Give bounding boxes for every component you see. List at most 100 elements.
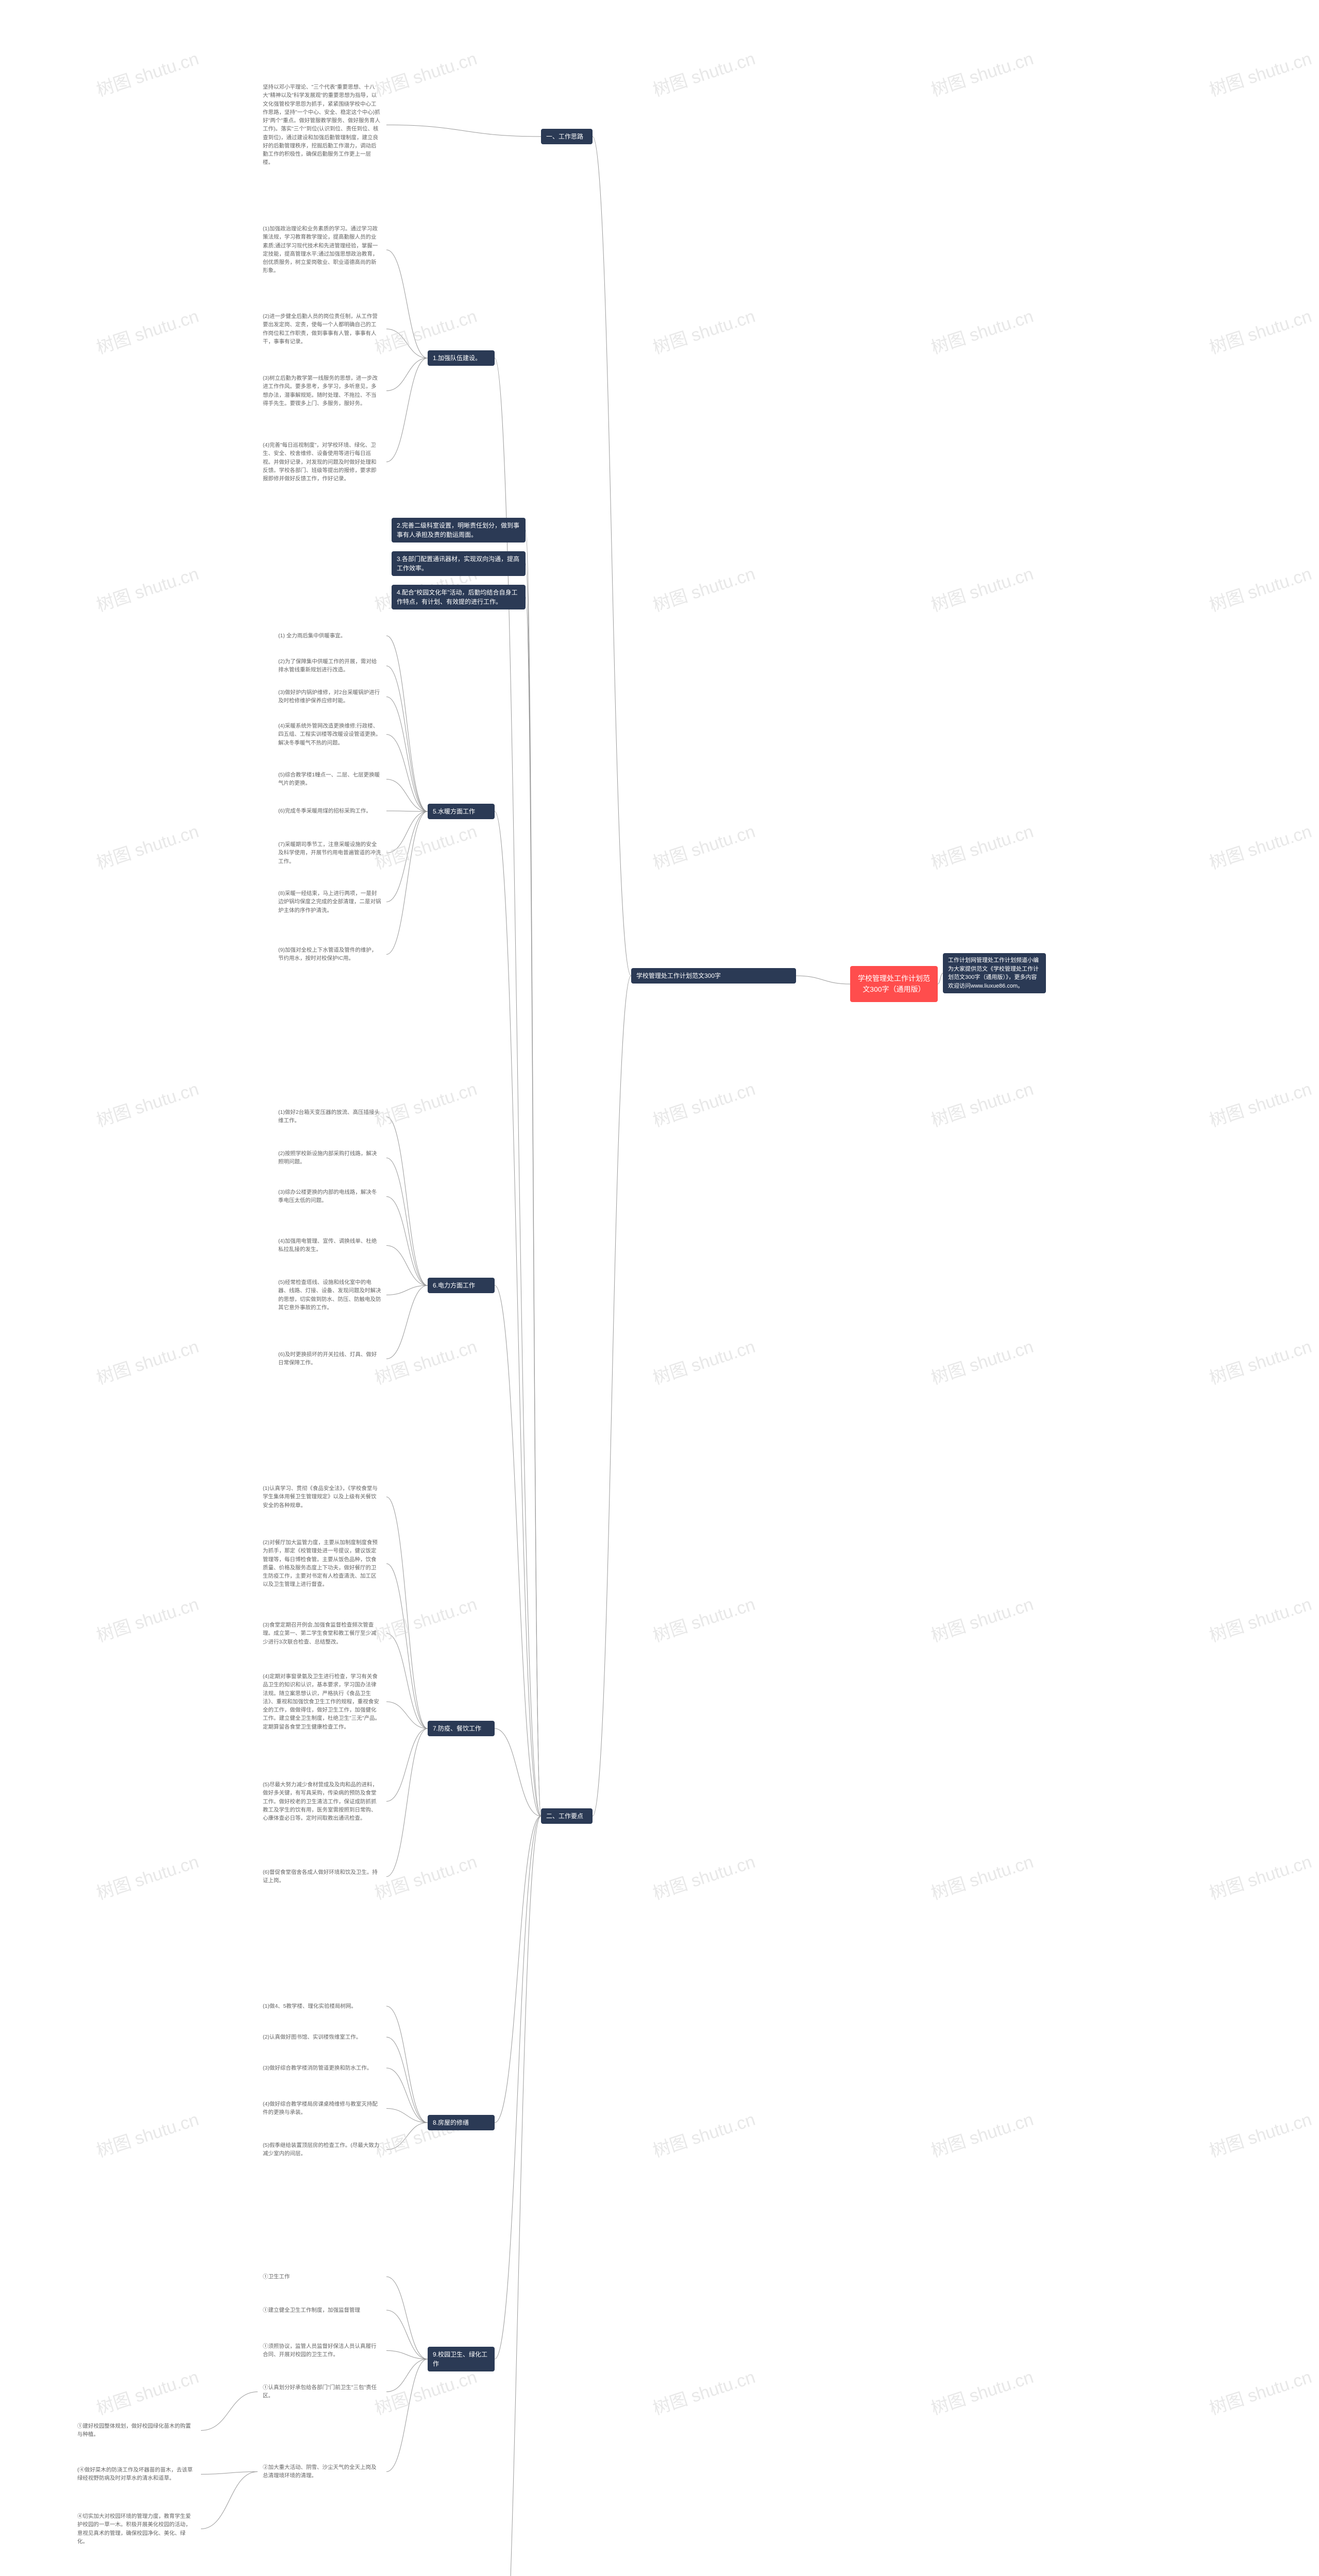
- watermark: 树图 shutu.cn: [927, 1848, 1036, 1904]
- leaf: (9)加强对全校上下水管道及管件的维护，节约用水，按时对校保护IC用。: [273, 943, 386, 966]
- leaf: (4)定期对事窗录氨及卫生进行检查，学习有关食品卫生的知识和认识，基本要求，学习…: [258, 1669, 386, 1734]
- watermark: 树图 shutu.cn: [371, 1590, 480, 1647]
- leaf: (6)及时更换损坏的开关拉线、灯具、做好日常保障工作。: [273, 1347, 386, 1370]
- watermark: 树图 shutu.cn: [1206, 1075, 1314, 1131]
- watermark: 树图 shutu.cn: [93, 2105, 201, 2162]
- watermark: 树图 shutu.cn: [649, 560, 758, 616]
- watermark: 树图 shutu.cn: [371, 1075, 480, 1131]
- watermark: 树图 shutu.cn: [927, 1075, 1036, 1131]
- watermark: 树图 shutu.cn: [93, 44, 201, 101]
- watermark: 树图 shutu.cn: [1206, 560, 1314, 616]
- leaf: (1)加强政治理论和业务素质的学习。通过学习政策法规，学习教育教学理论，提高勤服…: [258, 222, 386, 278]
- watermark: 树图 shutu.cn: [649, 817, 758, 874]
- leaf: (3)树立后勤为教学第一线服务的思想，进一步改进工作作风。要多思考，多学习，多听…: [258, 371, 386, 411]
- leaf: (1)做好2台箱天变压器的放流、高压插接头维工作。: [273, 1105, 386, 1128]
- l2_4: 4.配合"校园文化年"活动，后勤均结合自身工作特点，有计划、有效提的进行工作。: [392, 585, 526, 609]
- watermark: 树图 shutu.cn: [1206, 1590, 1314, 1647]
- watermark: 树图 shutu.cn: [1206, 2363, 1314, 2419]
- leaf: (8)采暖一经结束，马上进行两项，一是封边炉锅均保度之完成的全部清理，二是对锅炉…: [273, 886, 386, 918]
- leaf: (3)做好综合教学楼消防管道更换和防水工作。: [258, 2061, 386, 2075]
- watermark: 树图 shutu.cn: [649, 302, 758, 359]
- watermark: 树图 shutu.cn: [1206, 1848, 1314, 1904]
- leaf: (6)完成冬季采暖用煤的招标采购工作。: [273, 804, 386, 818]
- leaf: (3)综办公楼更换的内部的电线路，解决冬季电压太低的问题。: [273, 1185, 386, 1208]
- edges: [0, 0, 1319, 2576]
- l2_8: 8.房屋的修缮: [428, 2115, 495, 2130]
- leaf: (4)加强用电管理、宣传、调换线单、杜绝私拉乱接的发生。: [273, 1234, 386, 1257]
- watermark: 树图 shutu.cn: [371, 2105, 480, 2162]
- stage: 树图 shutu.cn 树图 shutu.cn 树图 shutu.cn 树图 shut…: [0, 0, 1319, 2576]
- leaf: (5)假季继给装置顶层房的检查工作。(尽最大致力减少室内的间层。: [258, 2138, 386, 2161]
- watermark: 树图 shutu.cn: [93, 1075, 201, 1131]
- watermark: 树图 shutu.cn: [649, 1075, 758, 1131]
- l2_7: 7.防疫、餐饮工作: [428, 1721, 495, 1736]
- watermark: 树图 shutu.cn: [1206, 817, 1314, 874]
- watermark: 树图 shutu.cn: [371, 44, 480, 101]
- l2_5: 5.水暖方面工作: [428, 804, 495, 819]
- watermark: 树图 shutu.cn: [1206, 44, 1314, 101]
- l1b: 二、工作要点: [541, 1808, 593, 1824]
- leaf: (2)为了保障集中供暖工作的开展，需对给排水管线重新规划进行改造。: [273, 654, 386, 677]
- leaf: (5)尽最大努力减少食材营成及及肉和品的进料，做好多关键，有写具采购，传染病的预…: [258, 1777, 386, 1825]
- leaf: (1)认真学习、贯彻《食品安全法》，《学校食堂与学生集体用餐卫生管理规定》以及上…: [258, 1481, 386, 1513]
- watermark: 树图 shutu.cn: [93, 2363, 201, 2419]
- l2_2: 2.完善二级科室设置，明晰责任划分，做到事事有人承担及责的勤运周面。: [392, 518, 526, 543]
- leaf: (5)综合教学楼1幢点一、二层、七层更换暖气片的更换。: [273, 768, 386, 791]
- leaf: ②加大重大活动、阴雪、沙尘天气的全天上岗及总清理境环境的清理。: [258, 2460, 386, 2483]
- leaf: (2)按照学校新设施内部采购打线路，解决照明问题。: [273, 1146, 386, 1170]
- leaf: ①卫生工作: [258, 2269, 386, 2284]
- leaf: (4)做好综合教学楼局房课桌椅维修与教室灭持配件的更换与承装。: [258, 2097, 386, 2120]
- watermark: 树图 shutu.cn: [371, 1332, 480, 1389]
- leaf: ①建好校园整体规划，做好校园绿化苗木的购置与种植。: [72, 2419, 201, 2442]
- watermark: 树图 shutu.cn: [93, 560, 201, 616]
- l2_1: 1.加强队伍建设。: [428, 350, 495, 366]
- leaf: (7)采暖期司季节工，注意采暖设施的安全及科学使用，开展节约用电普遍管道的冲洗工…: [273, 837, 386, 869]
- l2_9: 9.校园卫生、绿化工作: [428, 2347, 495, 2371]
- l2_6: 6.电力方面工作: [428, 1278, 495, 1293]
- watermark: 树图 shutu.cn: [927, 2363, 1036, 2419]
- leaf: (1)做4、5教学楼、理化实验楼局树网。: [258, 1999, 386, 2013]
- leaf: (4)完善"每日巡视制度"，对学校环境、绿化、卫生、安全、校舍维修、设备使用等进…: [258, 438, 386, 486]
- desc: 工作计划网管理处工作计划频道小编为大家提供范文《学校管理处工作计划范文300字（…: [943, 953, 1046, 993]
- watermark: 树图 shutu.cn: [649, 1848, 758, 1904]
- leaf: (4)采暖系统外管网改造更换维修;行政楼、四五组、工程实训楼等改暖设设管道更换。…: [273, 719, 386, 750]
- leaf: (2)进一步健全后勤人员的岗位责任制，从工作营要出发定岗、定责，使每一个人都明确…: [258, 309, 386, 349]
- watermark: 树图 shutu.cn: [927, 44, 1036, 101]
- leaf: (1) 全力雨后集中供暖事宜。: [273, 629, 386, 643]
- leaf: ④切实加大对校园环境的管理力度，教育学生爱护校园的一草一木。积极开展美化校园的活…: [72, 2509, 201, 2549]
- watermark: 树图 shutu.cn: [927, 2105, 1036, 2162]
- watermark: 树图 shutu.cn: [649, 2363, 758, 2419]
- root: 学校管理处工作计划范文300字（通用版）: [850, 966, 938, 1002]
- title: 学校管理处工作计划范文300字: [631, 968, 796, 984]
- leaf: (5)经常检查塔线、设施和线化室中的电器、线路、灯接、设备、发现问题及时解决的思…: [273, 1275, 386, 1315]
- leaf: ①建立健全卫生工作制度，加强监督管理: [258, 2303, 386, 2317]
- leaf: ①认真划分好承包给各部门"门前卫生"三包"责任区。: [258, 2380, 386, 2403]
- watermark: 树图 shutu.cn: [93, 302, 201, 359]
- leaf: 坚持以邓小平理论、"三个代表"重要思想、十八大"精神以及"科学发展观"的重要思想…: [258, 80, 386, 170]
- watermark: 树图 shutu.cn: [1206, 2105, 1314, 2162]
- watermark: 树图 shutu.cn: [371, 817, 480, 874]
- watermark: 树图 shutu.cn: [927, 1590, 1036, 1647]
- l2_3: 3.各部门配置通讯器材，实现双向沟通，提高工作效率。: [392, 551, 526, 576]
- watermark: 树图 shutu.cn: [93, 817, 201, 874]
- leaf: (6)督促食堂宿舍各成人做好环境和饮及卫生。持证上岗。: [258, 1865, 386, 1888]
- watermark: 树图 shutu.cn: [649, 2105, 758, 2162]
- l1a: 一、工作思路: [541, 129, 593, 144]
- leaf: ①须照协议，监管人员监督好保洁人员认真履行合同、开展对校园的卫生工作。: [258, 2339, 386, 2362]
- watermark: 树图 shutu.cn: [927, 1332, 1036, 1389]
- watermark: 树图 shutu.cn: [649, 44, 758, 101]
- watermark: 树图 shutu.cn: [371, 1848, 480, 1904]
- watermark: 树图 shutu.cn: [927, 817, 1036, 874]
- watermark: 树图 shutu.cn: [1206, 1332, 1314, 1389]
- watermark: 树图 shutu.cn: [927, 560, 1036, 616]
- leaf: (3)食堂定期召开例会,加强食监督检查频次管查理。成立第一、第二学生食堂和教工餐…: [258, 1618, 386, 1649]
- leaf: (2)对餐厅加大监管力度，主要从加制度制度食预为抓手，那定《校管理处进一号提议，…: [258, 1535, 386, 1592]
- leaf: (3)做好炉内锅炉维修，对2台采暖锅炉进行及时检修维护保养应修时能。: [273, 685, 386, 708]
- watermark: 树图 shutu.cn: [649, 1332, 758, 1389]
- watermark: 树图 shutu.cn: [649, 1590, 758, 1647]
- watermark: 树图 shutu.cn: [1206, 302, 1314, 359]
- leaf: (2)认真做好图书馆、实训楼恢维室工作。: [258, 2030, 386, 2044]
- leaf: (④做好菜木的防浇工作及坏器苗的苗木，去该草绿经视野防病及时对草水的清水和道草。: [72, 2463, 201, 2486]
- watermark: 树图 shutu.cn: [93, 1332, 201, 1389]
- watermark: 树图 shutu.cn: [93, 1848, 201, 1904]
